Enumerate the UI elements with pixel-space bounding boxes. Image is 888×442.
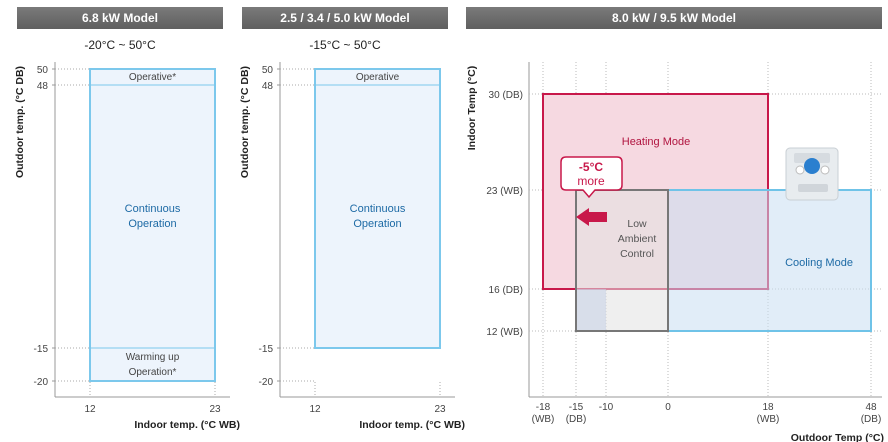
- panel2-chart: 50 48 -15 -20 Operative Continuous Operation 12…: [239, 62, 465, 431]
- panel1-header: 6.8 kW Model: [17, 7, 223, 29]
- controller-bottom: [798, 184, 828, 192]
- p2-region-label: Operative: [356, 72, 400, 83]
- outdoor-unit-controller-icon: [785, 147, 839, 201]
- p3-xtick-label: 18: [762, 402, 774, 413]
- p1-ylabel: Outdoor temp. (°C DB): [14, 66, 26, 178]
- controller-dial: [804, 158, 820, 174]
- p3-xtick-label: -18: [536, 402, 551, 413]
- p2-ytick-label: 50: [262, 65, 274, 76]
- p1-ytick-label: -20: [34, 377, 49, 388]
- p3-heating-label: Heating Mode: [622, 136, 691, 148]
- p2-xtick-label: 23: [434, 404, 446, 415]
- p2-ytick-label: 48: [262, 81, 274, 92]
- p2-region-label: Continuous Operation: [350, 203, 406, 230]
- p3-xtick-label: -10: [599, 402, 614, 413]
- p3-low-ambient-label: Low Ambient Control: [618, 218, 657, 260]
- p3-ytick-label: 16 (DB): [489, 285, 523, 296]
- p3-ytick-label: 30 (DB): [489, 90, 523, 101]
- p1-ytick-label: -15: [34, 344, 49, 355]
- p1-region-label: Warming up Operation*: [126, 352, 180, 378]
- p2-ytick-label: -15: [259, 344, 274, 355]
- left-arrow-icon: [576, 208, 607, 226]
- panel3-chart: 30 (DB)23 (WB)16 (DB)12 (WB)-18(WB)-15(D…: [466, 62, 884, 442]
- p2-ylabel: Outdoor temp. (°C DB): [239, 66, 251, 178]
- p3-ytick-label: 12 (WB): [486, 327, 523, 338]
- p3-callout-bubble: [560, 156, 623, 199]
- panel2-range: -15°C ~ 50°C: [309, 38, 381, 52]
- p1-region-label: Continuous Operation: [125, 203, 181, 230]
- p3-xtick-label: 0: [665, 402, 671, 413]
- p1-ytick-label: 50: [37, 65, 49, 76]
- p3-xtick-sub: (WB): [532, 414, 555, 425]
- p2-operation-area: [314, 68, 441, 349]
- p3-callout-line2: more: [577, 174, 605, 188]
- p1-xtick-label: 12: [84, 404, 96, 415]
- panel1-chart: 50 48 -15 -20 Operative* Continuous Operation W…: [14, 62, 240, 431]
- p3-cooling-label: Cooling Mode: [785, 257, 853, 269]
- p3-xtick-sub: (DB): [566, 414, 587, 425]
- controller-button: [820, 165, 830, 175]
- p3-low-ambient-region: [575, 189, 669, 332]
- controller-button: [795, 165, 805, 175]
- p3-xtick-label: 48: [865, 402, 877, 413]
- p1-xtick-label: 23: [209, 404, 221, 415]
- p1-region-label: Operative*: [129, 72, 176, 83]
- panel2-header: 2.5 / 3.4 / 5.0 kW Model: [242, 7, 448, 29]
- p1-ytick-label: 48: [37, 81, 49, 92]
- p3-cooling-region: [667, 189, 872, 332]
- panel3-header: 8.0 kW / 9.5 kW Model: [466, 7, 882, 29]
- p3-callout-line1: -5°C: [579, 160, 603, 174]
- p3-xtick-sub: (DB): [861, 414, 882, 425]
- p3-xtick-sub: (WB): [757, 414, 780, 425]
- p1-operation-area: [89, 68, 216, 382]
- p2-xlabel: Indoor temp. (°C WB): [359, 419, 465, 431]
- p2-xtick-label: 12: [309, 404, 321, 415]
- p3-overlap-fill: [576, 289, 606, 331]
- p3-xtick-label: -15: [569, 402, 584, 413]
- p3-ytick-label: 23 (WB): [486, 186, 523, 197]
- p1-xlabel: Indoor temp. (°C WB): [134, 419, 240, 431]
- panel1-range: -20°C ~ 50°C: [84, 38, 156, 52]
- p2-ytick-label: -20: [259, 377, 274, 388]
- p3-ylabel: Indoor Temp (°C): [466, 66, 478, 151]
- p3-xlabel: Outdoor Temp (°C): [791, 432, 884, 442]
